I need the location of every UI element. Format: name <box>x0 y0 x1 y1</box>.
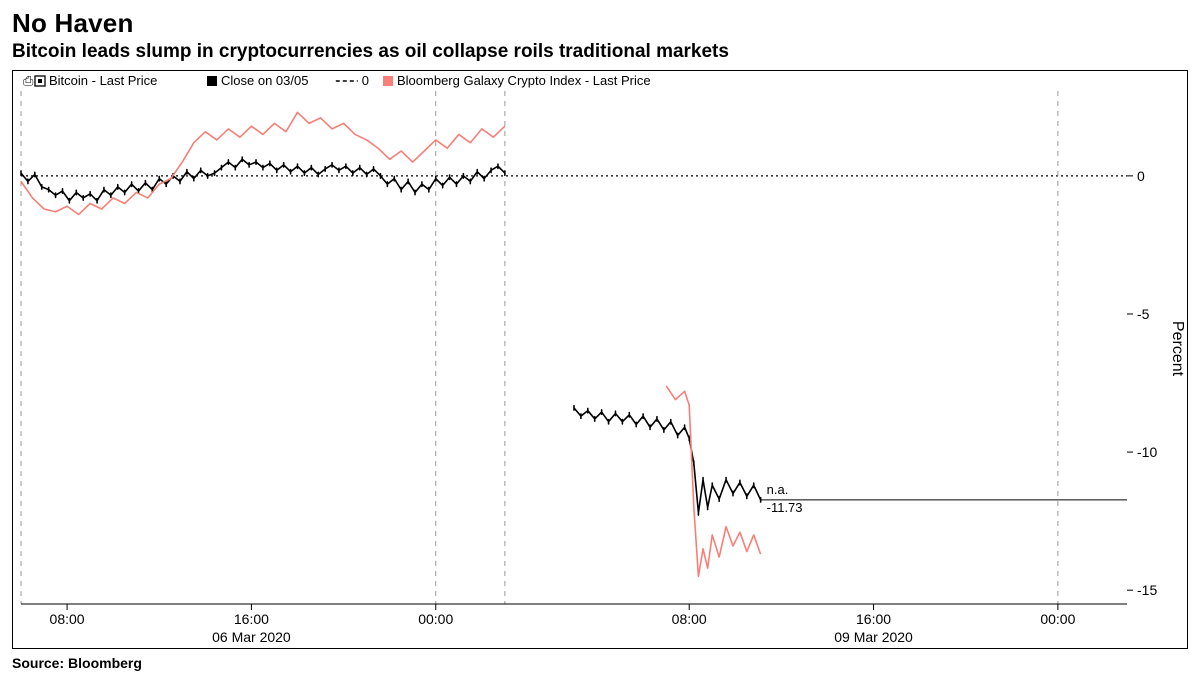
y-tick-label: -10 <box>1137 444 1157 460</box>
legend-label: Bloomberg Galaxy Crypto Index - Last Pri… <box>397 73 651 88</box>
source-caption: Source: Bloomberg <box>12 655 142 671</box>
y-tick-label: 0 <box>1137 168 1145 184</box>
x-date-label: 09 Mar 2020 <box>834 629 913 645</box>
chart-subtitle: Bitcoin leads slump in cryptocurrencies … <box>12 41 1188 63</box>
chart-svg: ⎙ Bitcoin - Last Price Close on 03/05 0 Bloo… <box>13 71 1187 648</box>
series-bitcoin_seg1 <box>21 157 505 203</box>
y-tick-label: -5 <box>1137 306 1150 322</box>
chart-area: ⎙ Bitcoin - Last Price Close on 03/05 0 Bloo… <box>12 70 1188 649</box>
x-tick-label: 00:00 <box>418 611 453 627</box>
x-tick-label: 08:00 <box>50 611 85 627</box>
series-bitcoin_seg2 <box>574 406 761 515</box>
legend-label: Close on 03/05 <box>221 73 308 88</box>
annotation-value: -11.73 <box>767 500 803 515</box>
x-tick-label: 08:00 <box>672 611 707 627</box>
legend-label: Bitcoin - Last Price <box>49 73 157 88</box>
chart-title: No Haven <box>12 8 1188 39</box>
svg-text:⎙: ⎙ <box>23 73 34 88</box>
x-tick-label: 00:00 <box>1040 611 1075 627</box>
y-tick-label: -15 <box>1137 582 1157 598</box>
annotation-na: n.a. <box>767 482 789 497</box>
legend-label: 0 <box>362 73 369 88</box>
y-axis-label: Percent <box>1169 321 1186 377</box>
x-tick-label: 16:00 <box>856 611 891 627</box>
series-bgci_seg2 <box>666 386 760 577</box>
x-date-label: 06 Mar 2020 <box>212 629 291 645</box>
series-bgci_seg1 <box>21 112 505 214</box>
x-tick-label: 16:00 <box>234 611 269 627</box>
